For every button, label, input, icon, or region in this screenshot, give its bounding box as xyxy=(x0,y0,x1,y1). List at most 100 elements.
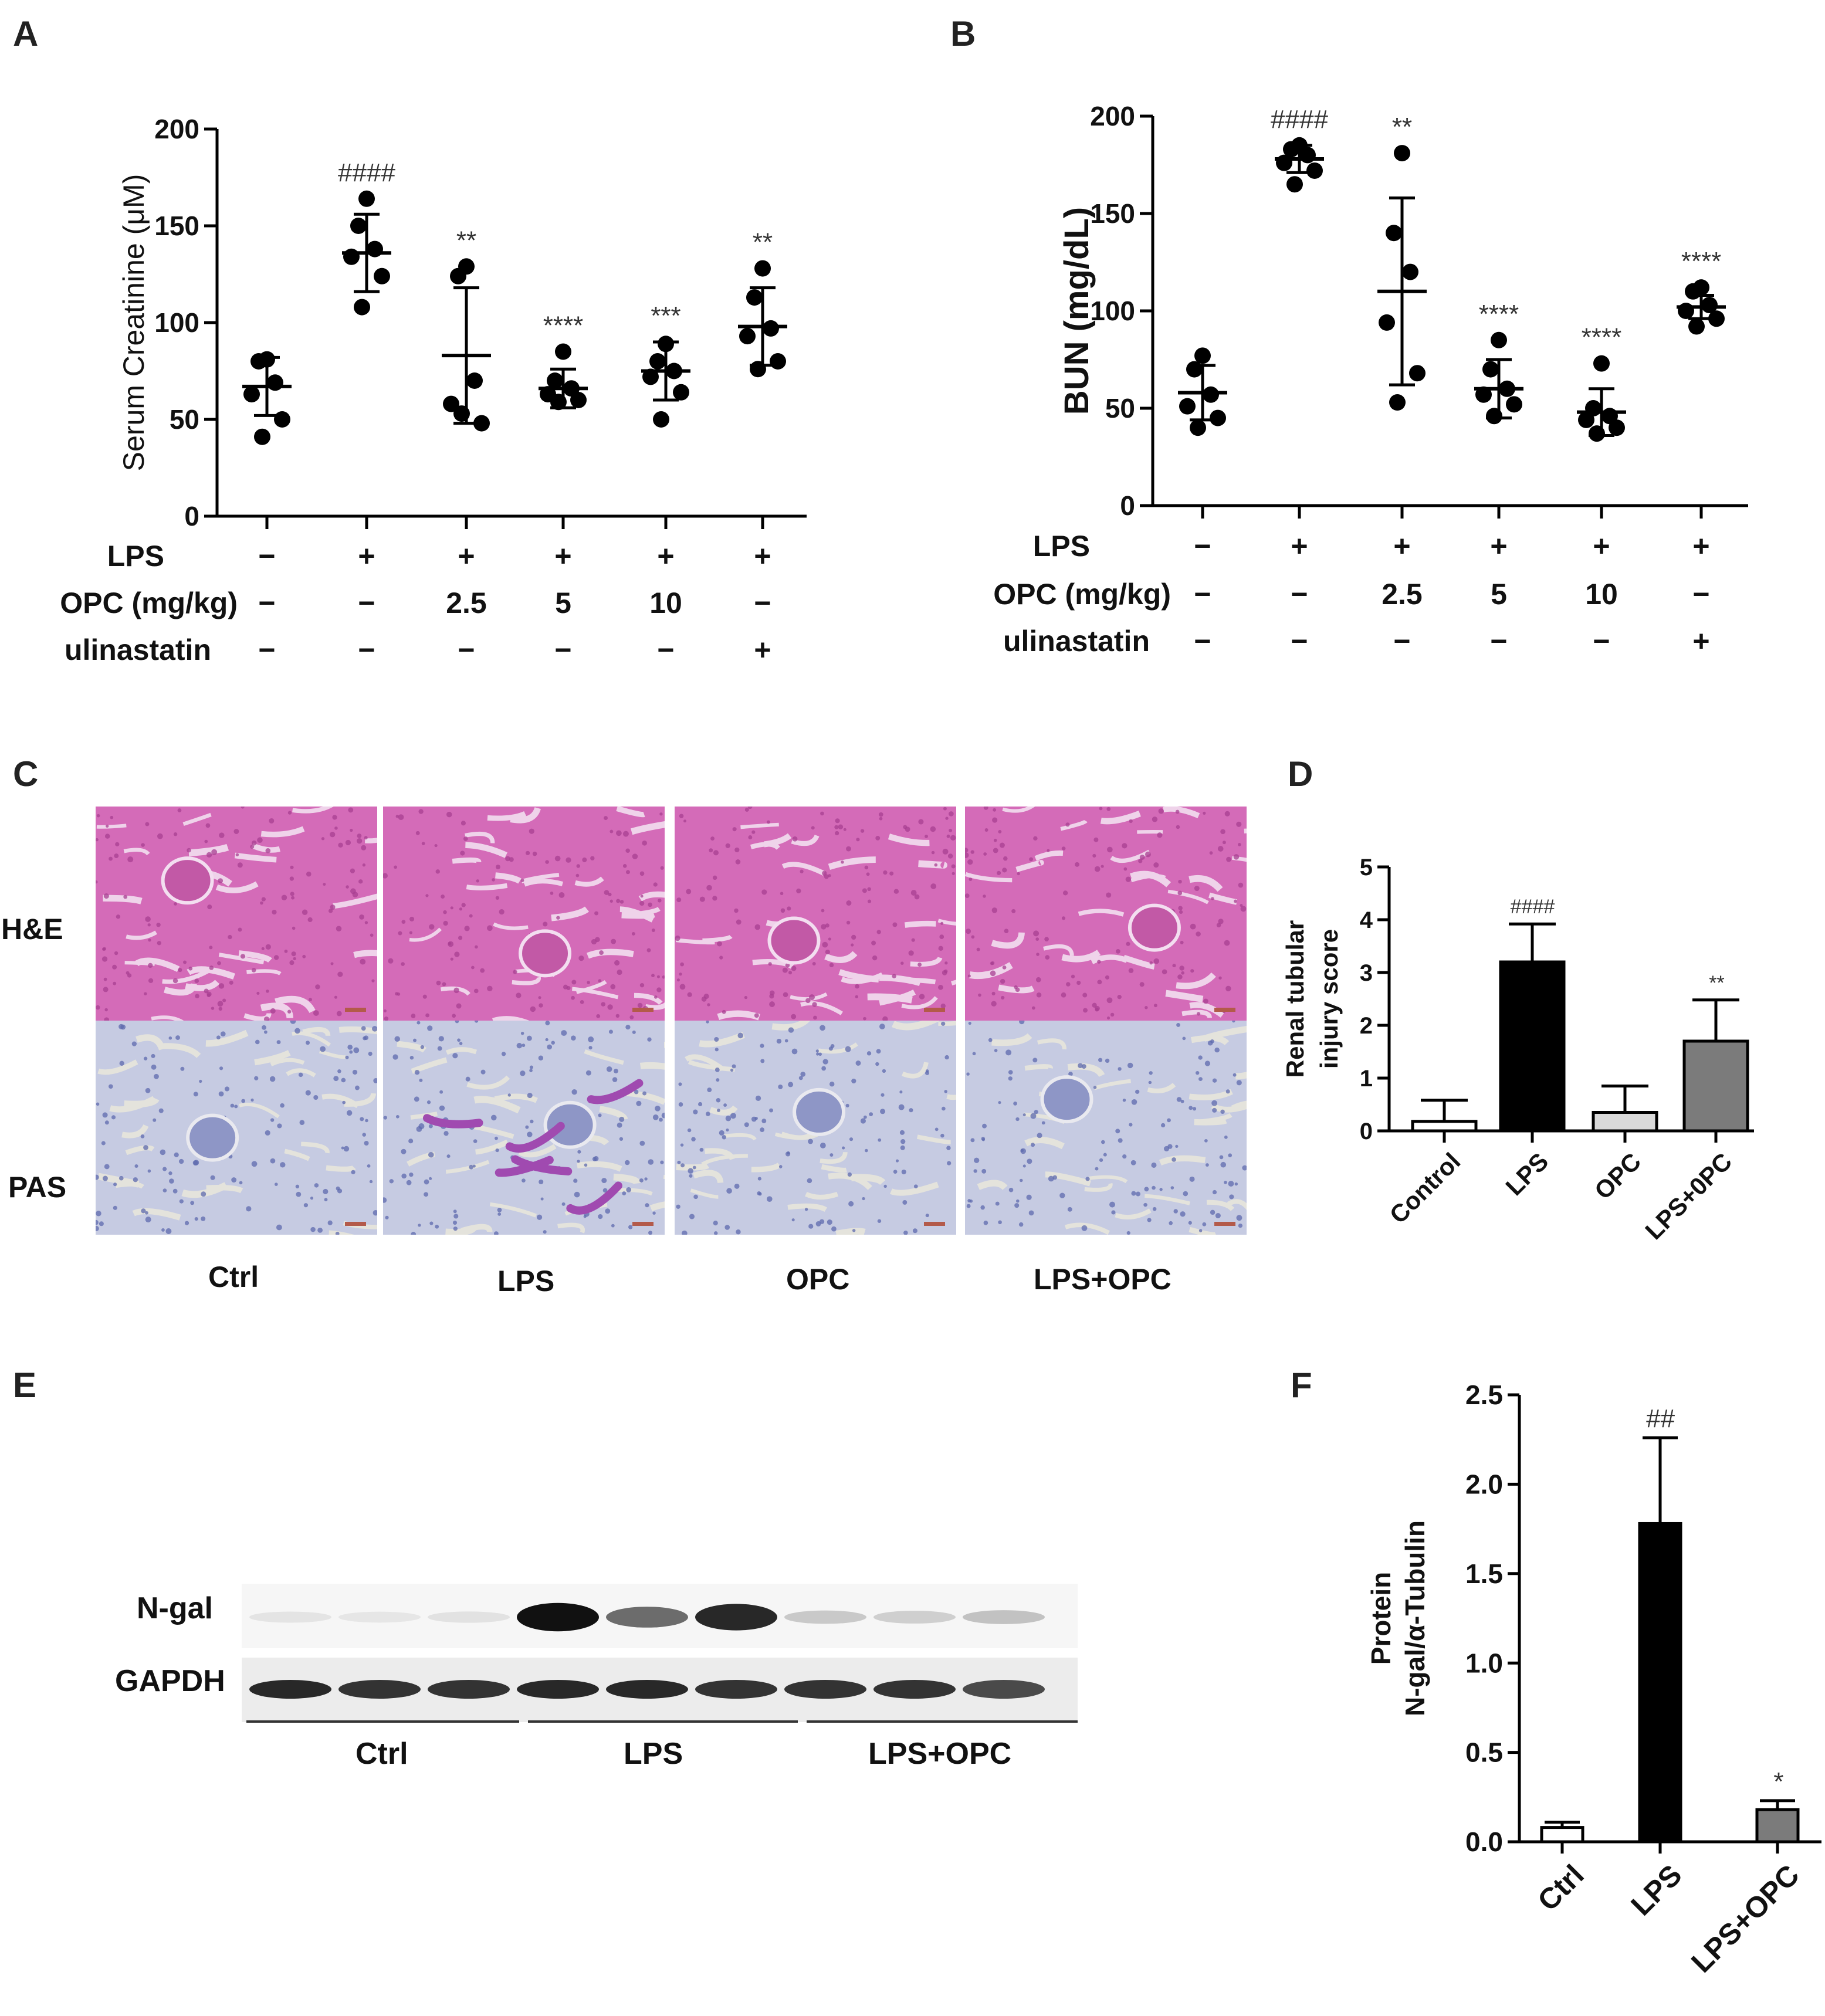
nucleus xyxy=(177,808,182,812)
nucleus xyxy=(610,899,613,903)
nucleus xyxy=(317,1227,323,1233)
nucleus xyxy=(787,906,791,911)
nucleus xyxy=(1099,1158,1103,1162)
nucleus xyxy=(539,1003,543,1008)
nucleus xyxy=(821,924,827,930)
gapdh-band-label: GAPDH xyxy=(115,1664,225,1698)
nucleus xyxy=(169,1178,174,1184)
nucleus xyxy=(292,926,296,930)
nucleus xyxy=(611,1224,615,1228)
nucleus xyxy=(818,1052,822,1056)
nucleus xyxy=(265,944,271,950)
nucleus xyxy=(110,815,114,819)
nucleus xyxy=(659,1117,663,1122)
treatment-value: + xyxy=(358,540,375,572)
nucleus xyxy=(571,980,577,985)
nucleus xyxy=(632,853,638,859)
nucleus xyxy=(270,1158,276,1164)
nucleus xyxy=(1179,910,1183,914)
nucleus xyxy=(293,957,296,961)
nucleus xyxy=(996,870,1001,875)
nucleus xyxy=(1218,919,1224,924)
nucleus xyxy=(1085,1177,1090,1181)
nucleus xyxy=(879,816,883,821)
nucleus xyxy=(639,1140,645,1146)
nucleus xyxy=(1019,1021,1025,1025)
lumen-streak xyxy=(946,1094,956,1100)
ngal-band xyxy=(606,1607,688,1628)
nucleus xyxy=(748,835,753,839)
nucleus xyxy=(296,1191,302,1197)
lumen-streak xyxy=(1167,889,1209,904)
nucleus xyxy=(1238,882,1244,888)
bar xyxy=(1540,1826,1584,1844)
nucleus xyxy=(978,993,981,997)
nucleus xyxy=(1061,846,1066,851)
nucleus xyxy=(942,970,947,975)
nucleus xyxy=(971,935,975,939)
nucleus xyxy=(744,996,748,999)
nucleus xyxy=(577,1160,580,1163)
nucleus xyxy=(676,1204,680,1209)
nucleus xyxy=(942,1106,946,1111)
nucleus xyxy=(1101,865,1104,868)
nucleus xyxy=(336,1011,342,1017)
nucleus xyxy=(715,1048,719,1052)
nucleus xyxy=(617,1122,622,1128)
lumen-streak xyxy=(1206,1200,1235,1211)
nucleus xyxy=(903,825,908,829)
data-point xyxy=(358,190,375,207)
nucleus xyxy=(1122,843,1127,849)
nucleus xyxy=(820,1142,826,1148)
nucleus xyxy=(892,922,898,927)
nucleus xyxy=(119,1060,124,1066)
y-tick-label: 1 xyxy=(1360,1066,1373,1092)
nucleus xyxy=(822,870,827,876)
nucleus xyxy=(465,1076,470,1082)
nucleus xyxy=(1224,1135,1228,1139)
nucleus xyxy=(275,1183,278,1186)
nucleus xyxy=(434,843,438,848)
panel-letter-A: A xyxy=(13,14,38,53)
tissue-texture xyxy=(383,807,665,1021)
nucleus xyxy=(808,1224,814,1229)
nucleus xyxy=(174,1152,179,1157)
nucleus xyxy=(420,1045,425,1049)
nucleus xyxy=(321,837,325,841)
nucleus xyxy=(820,811,824,816)
nucleus xyxy=(1173,1209,1178,1214)
pas-tile-2 xyxy=(383,1021,665,1235)
nucleus xyxy=(372,1026,377,1032)
nucleus xyxy=(147,1169,151,1173)
nucleus xyxy=(394,865,397,869)
lumen-streak xyxy=(851,1174,886,1185)
lumen-streak xyxy=(898,977,936,985)
nucleus xyxy=(493,1231,499,1235)
nucleus xyxy=(566,857,571,863)
bar xyxy=(1682,1039,1749,1133)
nucleus xyxy=(852,1229,856,1232)
nucleus xyxy=(651,928,655,932)
nucleus xyxy=(1238,1223,1243,1228)
nucleus xyxy=(357,833,362,838)
treatment-row-label: ulinastatin xyxy=(1003,625,1150,658)
nucleus xyxy=(849,1137,854,1141)
nucleus xyxy=(302,909,308,916)
nucleus xyxy=(805,998,811,1004)
treatment-value: 10 xyxy=(1585,578,1618,611)
nucleus xyxy=(722,1009,726,1014)
nucleus xyxy=(143,1145,148,1150)
data-point xyxy=(1190,419,1206,436)
nucleus xyxy=(1212,1078,1217,1083)
nucleus xyxy=(680,1163,685,1168)
lumen-streak xyxy=(260,1002,294,1019)
nucleus xyxy=(1194,886,1200,891)
lumen-streak xyxy=(487,811,527,821)
nucleus xyxy=(1224,1181,1227,1184)
y-tick-label: 1.5 xyxy=(1465,1558,1503,1589)
nucleus xyxy=(1152,1207,1157,1211)
nucleus xyxy=(219,832,225,838)
treatment-row-label: LPS xyxy=(1033,530,1090,563)
nucleus xyxy=(239,1181,243,1185)
